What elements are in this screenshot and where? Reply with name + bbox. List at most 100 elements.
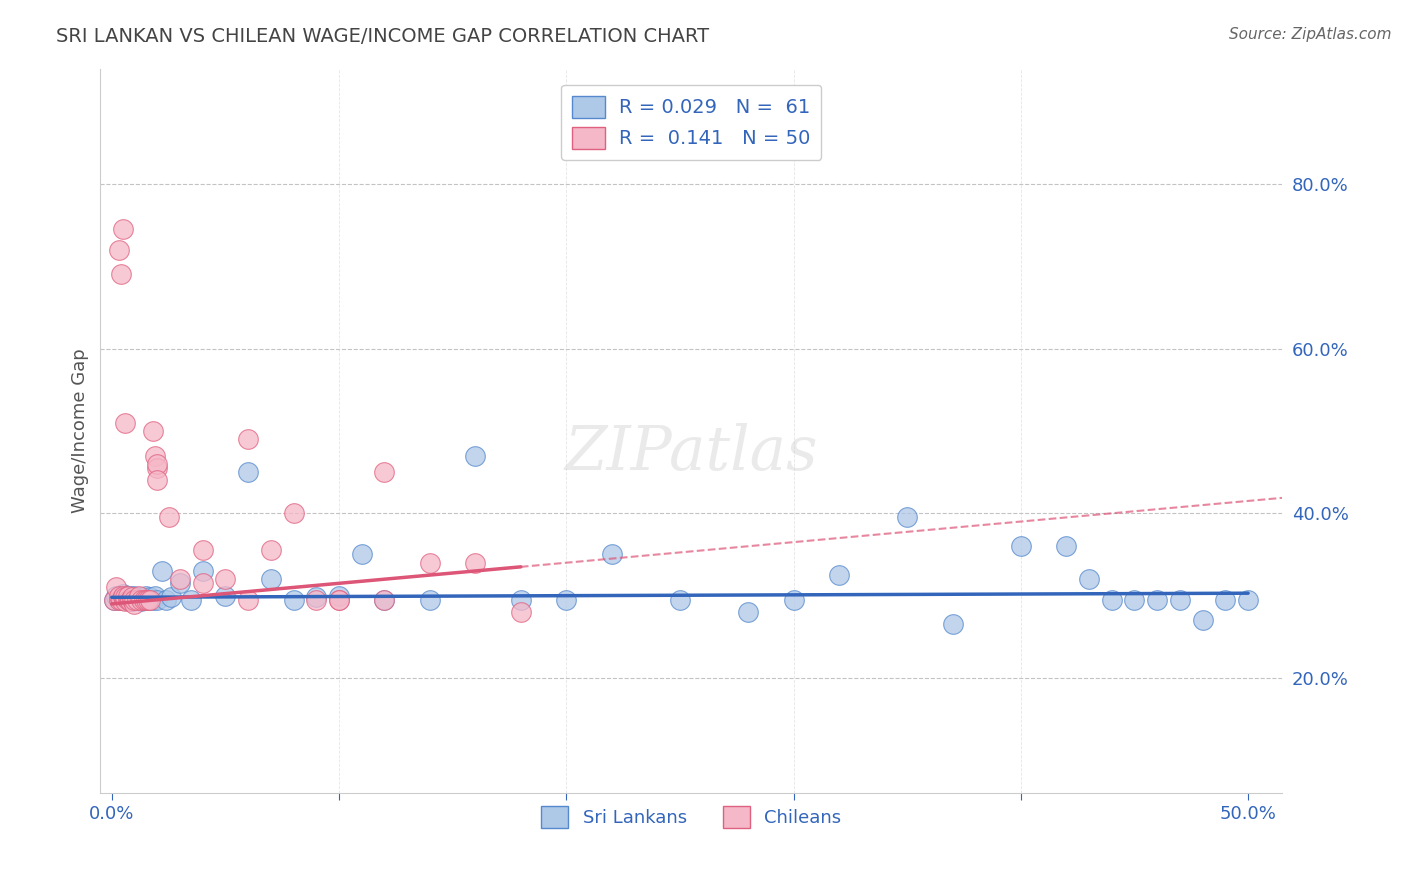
Point [464, 449, 486, 463]
Point [103, 592, 125, 607]
Point [110, 268, 132, 282]
Point [305, 592, 328, 607]
Point [191, 543, 214, 558]
Point [125, 592, 148, 607]
Point [1054, 539, 1077, 553]
Point [157, 510, 180, 524]
Point [1078, 572, 1101, 586]
Point [139, 591, 162, 605]
Point [112, 589, 135, 603]
Point [121, 591, 143, 605]
Point [143, 449, 166, 463]
Point [782, 592, 804, 607]
Point [373, 465, 395, 479]
Point [117, 591, 139, 605]
Point [214, 572, 236, 586]
Point [118, 592, 141, 607]
Point [509, 605, 531, 619]
Point [118, 592, 141, 607]
Point [155, 592, 177, 607]
Point [191, 576, 214, 591]
Point [142, 424, 165, 438]
Point [180, 592, 202, 607]
Text: ZIPatlas: ZIPatlas [565, 423, 818, 483]
Point [124, 597, 146, 611]
Point [896, 510, 918, 524]
Point [419, 556, 441, 570]
Point [143, 589, 166, 603]
Point [136, 592, 159, 607]
Point [110, 589, 132, 603]
Point [121, 591, 143, 605]
Point [118, 594, 141, 608]
Point [373, 592, 395, 607]
Point [350, 548, 373, 562]
Point [146, 474, 169, 488]
Point [107, 589, 129, 603]
Point [828, 568, 851, 582]
Point [112, 591, 135, 605]
Point [121, 594, 143, 608]
Point [105, 581, 128, 595]
Point [305, 591, 328, 605]
Point [1101, 592, 1123, 607]
Point [191, 564, 214, 578]
Point [129, 592, 152, 607]
Point [942, 617, 965, 632]
Point [117, 592, 139, 607]
Point [159, 591, 181, 605]
Y-axis label: Wage/Income Gap: Wage/Income Gap [72, 349, 89, 513]
Point [128, 591, 150, 605]
Point [146, 592, 169, 607]
Point [114, 416, 136, 430]
Point [283, 506, 305, 520]
Point [328, 592, 350, 607]
Point [132, 592, 155, 607]
Point [214, 589, 236, 603]
Point [124, 592, 146, 607]
Point [236, 432, 259, 446]
Point [114, 592, 136, 607]
Text: SRI LANKAN VS CHILEAN WAGE/INCOME GAP CORRELATION CHART: SRI LANKAN VS CHILEAN WAGE/INCOME GAP CO… [56, 27, 710, 45]
Point [129, 594, 152, 608]
Point [169, 572, 191, 586]
Point [328, 592, 350, 607]
Point [114, 589, 136, 603]
Legend: Sri Lankans, Chileans: Sri Lankans, Chileans [534, 798, 849, 835]
Point [135, 592, 157, 607]
Point [124, 589, 146, 603]
Point [1168, 592, 1191, 607]
Point [107, 592, 129, 607]
Point [600, 548, 623, 562]
Point [555, 592, 578, 607]
Point [464, 556, 486, 570]
Point [128, 589, 150, 603]
Point [1010, 539, 1032, 553]
Point [142, 592, 165, 607]
Point [419, 592, 441, 607]
Point [1191, 613, 1213, 627]
Point [260, 543, 283, 558]
Point [112, 591, 135, 605]
Point [105, 589, 128, 603]
Point [103, 592, 125, 607]
Point [124, 592, 146, 607]
Point [135, 589, 157, 603]
Point [146, 461, 169, 475]
Point [117, 589, 139, 603]
Point [132, 592, 155, 607]
Point [139, 592, 162, 607]
Point [117, 592, 139, 607]
Point [110, 592, 132, 607]
Point [169, 576, 191, 591]
Point [125, 592, 148, 607]
Point [1123, 592, 1146, 607]
Point [236, 465, 259, 479]
Text: Source: ZipAtlas.com: Source: ZipAtlas.com [1229, 27, 1392, 42]
Point [107, 243, 129, 257]
Point [1146, 592, 1168, 607]
Point [114, 594, 136, 608]
Point [114, 591, 136, 605]
Point [328, 589, 350, 603]
Point [373, 592, 395, 607]
